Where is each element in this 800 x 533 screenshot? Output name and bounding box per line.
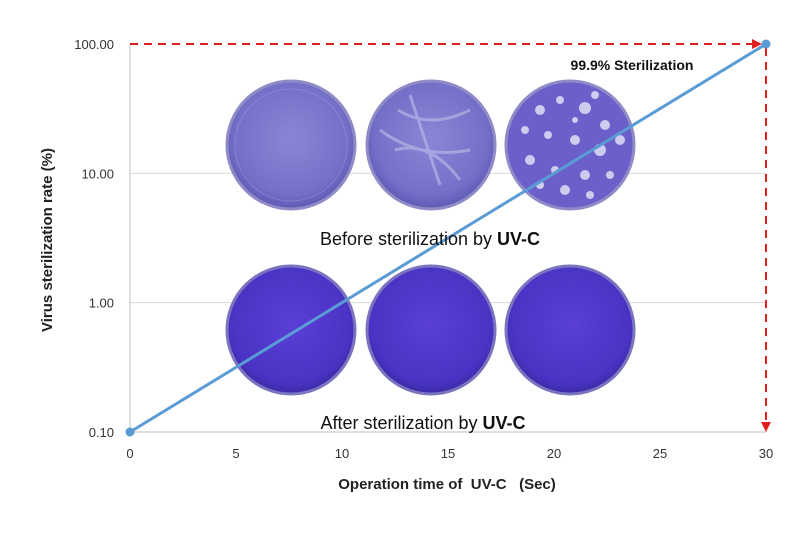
data-point bbox=[761, 39, 771, 49]
after-caption: After sterilization by UV-C bbox=[320, 413, 525, 433]
before-dish-2 bbox=[365, 79, 497, 211]
before-sterilization-dishes bbox=[225, 79, 636, 211]
before-dish-3 bbox=[504, 79, 636, 211]
before-caption: Before sterilization by UV-C bbox=[320, 229, 540, 249]
after-dish-3 bbox=[504, 264, 636, 396]
before-dish-1 bbox=[225, 79, 357, 211]
x-axis-title: Operation time of UV-C (Sec) bbox=[338, 476, 556, 493]
x-tick-label: 0 bbox=[126, 446, 133, 461]
y-tick-label: 1.00 bbox=[89, 296, 114, 311]
series-layer bbox=[125, 39, 771, 437]
x-tick-label: 20 bbox=[547, 446, 561, 461]
x-tick-label: 5 bbox=[232, 446, 239, 461]
after-dish-2 bbox=[365, 264, 497, 396]
red-arrows bbox=[130, 39, 771, 432]
before-caption-prefix: Before sterilization by bbox=[320, 229, 497, 249]
x-tick-label: 15 bbox=[441, 446, 455, 461]
y-axis-title: Virus sterilization rate (%) bbox=[39, 148, 56, 332]
y-tick-labels: 100.00 10.00 1.00 0.10 bbox=[74, 37, 114, 440]
peak-annotation: 99.9% Sterilization bbox=[571, 57, 694, 73]
before-caption-bold: UV-C bbox=[497, 229, 540, 249]
y-tick-label: 100.00 bbox=[74, 37, 114, 52]
after-caption-prefix: After sterilization by bbox=[320, 413, 482, 433]
after-dish-1 bbox=[225, 264, 357, 396]
x-tick-labels: 0 5 10 15 20 25 30 bbox=[126, 446, 773, 461]
after-sterilization-dishes bbox=[225, 264, 636, 396]
y-tick-label: 0.10 bbox=[89, 425, 114, 440]
x-tick-label: 30 bbox=[759, 446, 773, 461]
x-tick-label: 25 bbox=[653, 446, 667, 461]
y-tick-label: 10.00 bbox=[81, 166, 114, 181]
x-tick-label: 10 bbox=[335, 446, 349, 461]
series-line bbox=[129, 42, 767, 434]
data-point bbox=[125, 427, 135, 437]
after-caption-bold: UV-C bbox=[483, 413, 526, 433]
